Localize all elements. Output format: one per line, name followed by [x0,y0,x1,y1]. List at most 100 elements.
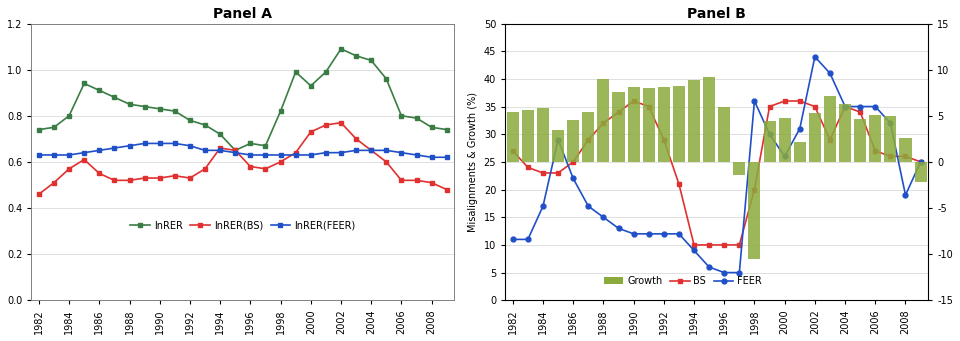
lnRER [396,114,407,118]
Bar [552,130,564,162]
lnRER(FEER) [154,142,165,146]
lnRER(FEER) [124,144,135,148]
lnRER(FEER) [184,144,196,148]
lnRER(BS) [320,123,331,127]
lnRER [366,58,377,62]
FEER [552,138,564,142]
Bar [869,115,881,162]
lnRER [380,77,392,81]
lnRER(FEER) [366,148,377,152]
BS [900,154,911,159]
lnRER(BS) [229,148,241,152]
lnRER [245,142,256,146]
FEER [612,226,624,231]
FEER [673,232,684,236]
Bar [733,162,745,175]
lnRER [350,54,362,58]
Y-axis label: Misalignments & Growth (%): Misalignments & Growth (%) [468,92,478,232]
BS [794,99,805,103]
BS [839,104,851,108]
BS [538,171,549,175]
lnRER(FEER) [426,155,438,159]
Bar [703,77,715,162]
lnRER(BS) [93,172,105,176]
Title: Panel B: Panel B [687,7,746,21]
lnRER [214,132,226,136]
BS [809,104,821,108]
Bar [658,87,670,162]
Bar [749,162,760,259]
lnRER(FEER) [260,153,272,157]
BS [825,138,836,142]
FEER [643,232,655,236]
BS [643,104,655,108]
lnRER(FEER) [93,148,105,152]
FEER [870,104,881,108]
Legend: lnRER, lnRER(BS), lnRER(FEER): lnRER, lnRER(BS), lnRER(FEER) [127,217,359,235]
lnRER [200,123,211,127]
Bar [915,162,926,182]
FEER [764,132,776,136]
lnRER(BS) [290,151,301,155]
FEER [628,232,639,236]
Bar [628,87,639,162]
BS [507,149,518,153]
lnRER [108,95,120,99]
lnRER(BS) [260,167,272,171]
Bar [642,88,655,162]
lnRER [184,118,196,122]
lnRER [48,125,60,129]
BS [567,160,579,164]
FEER [884,121,896,125]
Line: lnRER(FEER): lnRER(FEER) [36,141,449,160]
lnRER(BS) [245,164,256,168]
BS [658,138,669,142]
Bar [537,108,549,162]
FEER [522,237,534,241]
lnRER [229,148,241,152]
lnRER(FEER) [335,151,347,155]
lnRER(FEER) [139,142,151,146]
FEER [794,127,805,131]
lnRER [139,104,151,108]
lnRER [34,128,45,132]
Bar [583,112,594,162]
lnRER [290,70,301,74]
lnRER(BS) [124,178,135,182]
lnRER(BS) [34,192,45,196]
BS [583,138,594,142]
lnRER(BS) [335,121,347,125]
FEER [749,99,760,103]
lnRER(BS) [350,137,362,141]
lnRER [411,116,422,120]
lnRER(FEER) [411,153,422,157]
FEER [688,248,700,252]
FEER [809,55,821,59]
lnRER(BS) [275,160,286,164]
lnRER(BS) [200,167,211,171]
lnRER [426,125,438,129]
FEER [583,204,594,208]
lnRER(BS) [396,178,407,182]
Bar [522,110,534,162]
FEER [915,160,926,164]
Bar [688,80,700,162]
BS [704,243,715,247]
lnRER(BS) [48,181,60,185]
lnRER [63,114,75,118]
lnRER [275,109,286,113]
Line: lnRER(BS): lnRER(BS) [36,120,449,197]
lnRER(BS) [139,176,151,180]
BS [552,171,564,175]
lnRER [93,88,105,92]
lnRER(FEER) [200,148,211,152]
BS [779,99,790,103]
lnRER(BS) [214,146,226,150]
Bar [884,116,897,162]
lnRER(BS) [441,188,452,192]
Bar [673,86,685,162]
lnRER(BS) [411,178,422,182]
FEER [779,154,790,159]
lnRER(FEER) [169,142,180,146]
lnRER(BS) [169,174,180,178]
